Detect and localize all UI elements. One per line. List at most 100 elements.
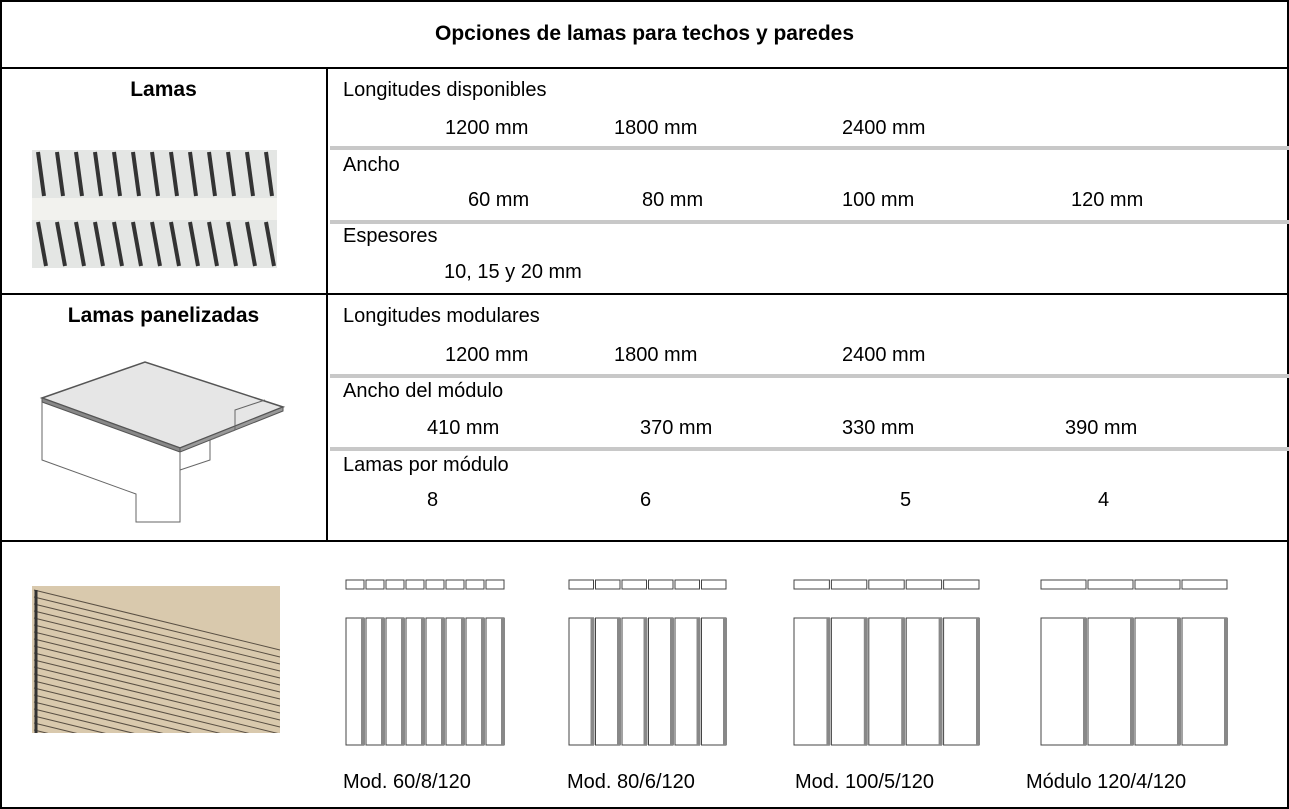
module-top — [830, 579, 868, 590]
beam — [32, 198, 277, 220]
module-top — [1134, 579, 1181, 590]
module-slat — [701, 617, 727, 746]
value: 8 — [427, 489, 439, 511]
module-gap — [1083, 618, 1087, 745]
module-top — [385, 579, 405, 590]
panel-top — [39, 361, 286, 449]
module-gap — [1224, 618, 1228, 745]
module-slat — [1040, 617, 1087, 746]
slat — [226, 221, 238, 267]
row-label: Espesores — [343, 225, 438, 247]
module-top — [1040, 579, 1087, 590]
sub-row-line — [330, 374, 1289, 378]
slat — [169, 151, 179, 197]
border — [0, 0, 1289, 2]
module-slat — [793, 617, 830, 746]
value: 2400 mm — [842, 344, 926, 366]
module-gap — [461, 618, 465, 745]
module-top — [485, 579, 505, 590]
groove — [33, 659, 281, 721]
module-gap — [590, 618, 595, 745]
sub-row-line — [330, 146, 1289, 150]
module-gap — [976, 618, 980, 745]
module-gap — [938, 618, 943, 745]
value: 370 mm — [640, 417, 713, 439]
module-top — [465, 579, 485, 590]
slat — [169, 221, 181, 267]
groove — [33, 645, 281, 707]
panel-slats — [41, 402, 181, 523]
panel-edge — [179, 406, 284, 453]
value: 5 — [900, 489, 912, 511]
module-top — [365, 579, 385, 590]
module-gap — [723, 618, 727, 745]
module-gap — [421, 618, 425, 745]
section-name: Lamas — [130, 78, 197, 101]
slat — [36, 221, 48, 267]
value: 2400 mm — [842, 117, 926, 139]
groove — [33, 666, 281, 728]
module-top — [648, 579, 674, 590]
value: 1800 mm — [614, 344, 698, 366]
module-top — [943, 579, 980, 590]
module-label: Mod. 100/5/120 — [795, 771, 934, 793]
slat — [264, 221, 276, 267]
slat — [188, 151, 198, 197]
module-gap — [643, 618, 648, 745]
slat — [112, 221, 124, 267]
slat — [207, 221, 219, 267]
value: 1800 mm — [614, 117, 698, 139]
module-gap — [441, 618, 445, 745]
value: 10, 15 y 20 mm — [444, 261, 582, 283]
value: 100 mm — [842, 189, 915, 211]
sub-row-line — [330, 447, 1289, 451]
groove — [33, 617, 281, 679]
module-slat — [621, 617, 647, 746]
row-label: Longitudes disponibles — [343, 79, 547, 101]
slat — [36, 151, 46, 197]
module-gap — [901, 618, 906, 745]
module-gap — [401, 618, 405, 745]
value: 410 mm — [427, 417, 500, 439]
groove — [33, 610, 281, 672]
row-line — [0, 540, 1289, 542]
module-gap — [826, 618, 831, 745]
module-gap — [696, 618, 701, 745]
module-gap — [1130, 618, 1134, 745]
module-label: Módulo 120/4/120 — [1026, 771, 1187, 793]
border — [0, 0, 2, 809]
module-label: Mod. 60/8/120 — [343, 771, 471, 793]
module-top — [793, 579, 830, 590]
groove — [33, 673, 281, 735]
module-slat — [674, 617, 700, 746]
slat — [226, 151, 236, 197]
module-top — [445, 579, 465, 590]
slat — [150, 151, 160, 197]
module-top — [905, 579, 943, 590]
module-slat — [943, 617, 980, 746]
slat — [131, 151, 141, 197]
module-label: Mod. 80/6/120 — [567, 771, 695, 793]
module-gap — [863, 618, 868, 745]
slat — [245, 151, 255, 197]
module-slat — [1181, 617, 1228, 746]
module-top — [621, 579, 647, 590]
groove — [33, 589, 281, 651]
slat — [131, 221, 143, 267]
wall-photo — [32, 586, 280, 733]
module-top — [405, 579, 425, 590]
module-slat — [568, 617, 594, 746]
groove — [33, 596, 281, 658]
module-top — [345, 579, 365, 590]
module-gap — [361, 618, 365, 745]
slat — [55, 151, 65, 197]
module-top — [868, 579, 905, 590]
module-slat — [905, 617, 943, 746]
slat — [74, 221, 86, 267]
module-gap — [381, 618, 385, 745]
module-slat — [868, 617, 905, 746]
module-top — [425, 579, 445, 590]
row-line — [0, 293, 1289, 295]
